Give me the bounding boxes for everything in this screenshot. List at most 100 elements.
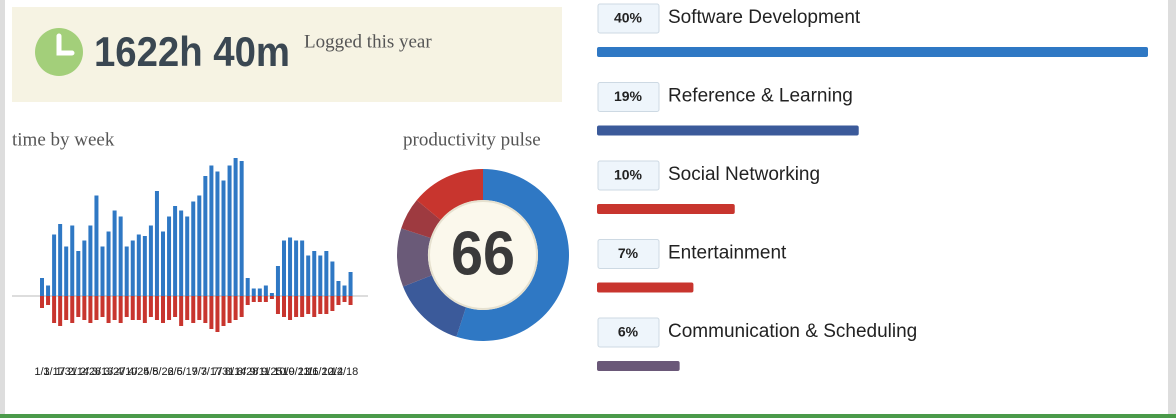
week-bar [312, 296, 317, 317]
category-name: Entertainment [668, 243, 787, 264]
week-bar [130, 240, 135, 296]
week-bar [94, 296, 99, 320]
week-bar [118, 216, 123, 296]
week-bar [142, 236, 147, 296]
x-tick-label: 8/28 [237, 366, 258, 378]
week-bar [118, 296, 123, 323]
week-bar [100, 296, 105, 317]
category-name: Software Development [668, 7, 861, 28]
pulse-segment [396, 228, 432, 287]
percent-box [597, 160, 660, 191]
category-bar [597, 361, 680, 371]
week-bar [76, 251, 81, 296]
week-bar [94, 195, 99, 296]
week-bar [312, 251, 317, 296]
week-bar [64, 246, 69, 296]
x-tick-label: 2/14 [68, 366, 89, 378]
week-bar [179, 296, 184, 326]
week-bar [209, 296, 214, 329]
week-bar [221, 296, 226, 326]
week-bar [239, 161, 244, 296]
x-tick-label: 7/3 [192, 366, 207, 378]
percent-box [597, 3, 660, 34]
week-bar [124, 246, 129, 296]
percent-label: 40% [614, 10, 643, 26]
week-bar [136, 296, 141, 320]
week-bar [257, 296, 262, 302]
week-bar [275, 296, 280, 314]
week-bar [40, 296, 44, 308]
week-bar [348, 272, 353, 296]
week-bar [191, 296, 196, 323]
x-tick-label: 5/8 [143, 366, 158, 378]
week-bar [215, 296, 220, 332]
week-bar [263, 285, 268, 296]
percent-box [597, 239, 660, 269]
week-bar [185, 296, 190, 320]
week-bar [154, 296, 159, 320]
x-tick-label: 5/22 [152, 366, 173, 378]
week-bar [148, 296, 153, 317]
week-bar [76, 296, 81, 317]
percent-label: 6% [618, 324, 639, 340]
x-tick-label: 11/20 [307, 366, 334, 378]
x-tick-label: 1/3 [34, 366, 49, 378]
week-bar [257, 288, 262, 296]
summary-box [12, 7, 562, 102]
week-bar [282, 240, 286, 296]
week-bar [269, 293, 274, 296]
week-bar [197, 296, 202, 320]
category-name: Social Networking [668, 164, 820, 185]
week-bar [130, 296, 135, 320]
week-bar [227, 165, 232, 296]
week-bar [342, 296, 347, 302]
week-bar [70, 296, 75, 323]
x-tick-label: 7/17 [201, 366, 222, 378]
week-bar [336, 281, 341, 296]
week-bar [70, 225, 75, 296]
percent-label: 10% [614, 167, 643, 183]
week-bar [306, 255, 311, 296]
pulse-segment [416, 169, 483, 220]
week-bar [348, 296, 353, 305]
week-bar [233, 296, 238, 320]
week-bar [263, 296, 268, 302]
week-bar [88, 225, 93, 296]
clock-icon [35, 28, 83, 76]
week-bar [324, 296, 329, 314]
percent-box [597, 317, 660, 348]
week-bar [215, 171, 220, 296]
week-bar [342, 285, 347, 296]
category-name: Communication & Scheduling [668, 321, 917, 342]
week-bar [251, 288, 256, 296]
week-bar [300, 296, 305, 317]
pulse-segment [456, 169, 569, 341]
x-tick-label: 8/14 [225, 366, 246, 378]
week-bar [124, 296, 129, 317]
week-bar [269, 296, 274, 299]
week-bar [106, 231, 111, 296]
week-bar [324, 251, 329, 296]
category-bar [597, 47, 1148, 57]
week-bar [282, 296, 286, 317]
pulse-segment [401, 200, 441, 239]
x-tick-label: 1/17 [43, 366, 64, 378]
week-bar [288, 296, 293, 320]
week-bar [161, 296, 165, 323]
week-bar [58, 224, 63, 296]
week-bar [148, 225, 153, 296]
week-bar [40, 278, 44, 296]
week-bar [82, 240, 87, 296]
week-bar [336, 296, 341, 305]
week-bar [82, 296, 87, 320]
week-bar [167, 296, 172, 320]
pulse-segment [403, 275, 467, 337]
week-bar [233, 158, 238, 296]
category-bar [597, 204, 735, 214]
week-bar [112, 296, 117, 320]
x-tick-label: 7/31 [213, 366, 234, 378]
week-bar [197, 195, 202, 296]
x-tick-label: 9/25 [261, 366, 282, 378]
week-bar [46, 285, 51, 296]
week-bar [318, 296, 323, 314]
